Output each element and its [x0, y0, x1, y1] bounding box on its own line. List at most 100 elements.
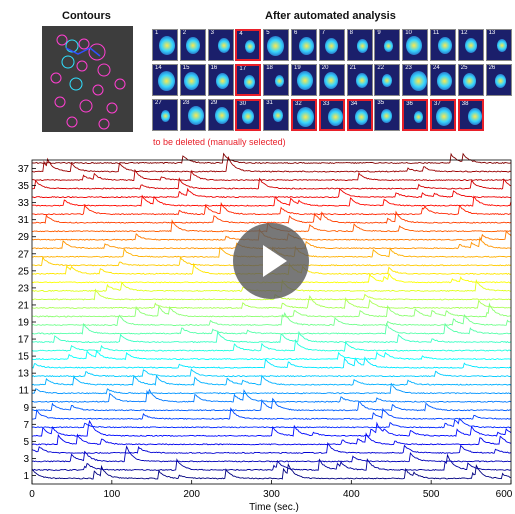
- analysis-title: After automated analysis: [265, 10, 396, 22]
- trace-17: [31, 330, 512, 344]
- x-axis-label: Time (sec.): [249, 502, 299, 513]
- tile-number: 21: [349, 65, 357, 71]
- component-blob: [438, 37, 452, 54]
- component-tile: 14: [152, 64, 178, 96]
- component-tile: 16: [207, 64, 234, 96]
- x-tick-label: 600: [496, 489, 513, 500]
- y-tick-label: 15: [18, 352, 30, 363]
- component-blob: [184, 71, 200, 90]
- play-button[interactable]: [233, 223, 309, 299]
- trace-38: [31, 152, 512, 165]
- y-tick-label: 1: [23, 471, 29, 482]
- x-tick-label: 300: [263, 489, 280, 500]
- trace-lines: [31, 152, 512, 480]
- tile-number: 22: [377, 65, 385, 71]
- component-tile: 1: [152, 29, 178, 61]
- tile-number: 8: [349, 30, 353, 36]
- x-tick-label: 500: [423, 489, 440, 500]
- component-tile: 20: [318, 64, 345, 96]
- tile-number: 3: [210, 30, 214, 36]
- component-tile: 2: [179, 29, 206, 61]
- component-tile: 6: [291, 29, 317, 61]
- tile-number: 31: [266, 100, 273, 106]
- component-blob: [325, 37, 339, 54]
- trace-15: [31, 349, 511, 361]
- y-tick-label: 25: [18, 266, 30, 277]
- trace-2: [31, 453, 512, 471]
- component-tile: 34: [346, 99, 373, 131]
- component-tile: 36: [402, 99, 429, 131]
- tile-number: 10: [405, 30, 412, 36]
- tile-number: 9: [377, 30, 381, 36]
- tile-number: 17: [239, 66, 247, 72]
- trace-13: [31, 368, 512, 378]
- y-tick-label: 5: [23, 437, 29, 448]
- component-blob: [467, 108, 482, 125]
- component-tile: 15: [179, 64, 206, 96]
- contours-overlay: [42, 26, 133, 132]
- component-blob: [266, 35, 284, 56]
- component-tile: 7: [318, 29, 345, 61]
- component-blob: [214, 107, 229, 124]
- component-blob: [328, 107, 343, 126]
- x-tick-label: 100: [103, 489, 120, 500]
- component-tile: 38: [457, 99, 484, 131]
- component-blob: [245, 40, 256, 53]
- component-blob: [383, 39, 393, 52]
- trace-32: [32, 201, 511, 216]
- component-blob: [436, 107, 452, 126]
- component-tile: 37: [430, 99, 456, 131]
- component-blob: [160, 109, 170, 122]
- y-tick-label: 19: [18, 318, 30, 329]
- component-tile: 29: [207, 99, 234, 131]
- tile-number: 26: [488, 65, 496, 71]
- y-tick-label: 13: [18, 369, 30, 380]
- y-tick-label: 17: [18, 335, 30, 346]
- trace-18: [31, 322, 511, 335]
- tile-number: 34: [350, 101, 358, 107]
- y-tick-label: 35: [18, 181, 30, 192]
- component-tile: 13: [485, 29, 512, 61]
- trace-20: [31, 302, 511, 318]
- tile-number: 27: [155, 100, 162, 106]
- component-blob: [496, 39, 507, 52]
- trace-11: [32, 382, 511, 395]
- component-tile: 3: [207, 29, 234, 61]
- tile-number: 13: [488, 30, 496, 36]
- tile-number: 14: [155, 65, 162, 71]
- component-tile: 12: [457, 29, 484, 61]
- component-tile: 24: [430, 64, 456, 96]
- component-tile: 5: [263, 29, 290, 61]
- component-blob: [216, 72, 230, 89]
- tile-number: 33: [322, 101, 330, 107]
- trace-9: [31, 397, 512, 412]
- tile-number: 2: [182, 30, 187, 36]
- y-tick-label: 37: [18, 164, 30, 175]
- trace-35: [31, 177, 512, 190]
- play-icon: [263, 245, 287, 277]
- component-tile: 27: [152, 99, 178, 131]
- trace-12: [31, 374, 512, 386]
- y-tick-label: 23: [18, 283, 30, 294]
- trace-1: [31, 463, 512, 480]
- y-tick-label: 21: [18, 300, 30, 311]
- component-blob: [495, 73, 507, 88]
- trace-37: [31, 155, 512, 173]
- tile-number: 16: [210, 65, 218, 71]
- component-blob: [323, 72, 338, 89]
- component-blob: [413, 110, 423, 123]
- component-tile: 26: [485, 64, 512, 96]
- y-tick-label: 27: [18, 249, 30, 260]
- tile-number: 6: [294, 30, 298, 36]
- y-tick-label: 9: [23, 403, 29, 414]
- component-tile: 35: [374, 99, 401, 131]
- component-blob: [436, 71, 452, 90]
- x-tick-label: 0: [29, 489, 35, 500]
- component-blob: [296, 106, 314, 127]
- component-blob: [187, 106, 204, 125]
- tile-number: 25: [460, 65, 468, 71]
- component-tile: 22: [374, 64, 401, 96]
- trace-6: [31, 419, 512, 437]
